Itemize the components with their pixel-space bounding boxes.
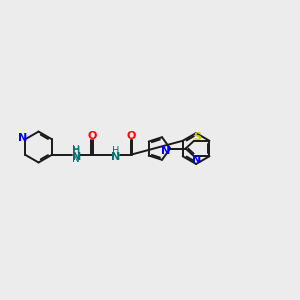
Text: N: N xyxy=(161,146,171,157)
Text: O: O xyxy=(127,131,136,141)
Text: N: N xyxy=(111,152,121,162)
Text: H: H xyxy=(112,146,119,156)
Text: S: S xyxy=(193,132,201,142)
Text: O: O xyxy=(87,131,97,141)
Text: N: N xyxy=(72,152,81,162)
Text: N: N xyxy=(18,134,27,143)
Text: N: N xyxy=(192,155,201,165)
Text: H
N: H N xyxy=(72,145,80,164)
Text: H: H xyxy=(73,146,80,156)
